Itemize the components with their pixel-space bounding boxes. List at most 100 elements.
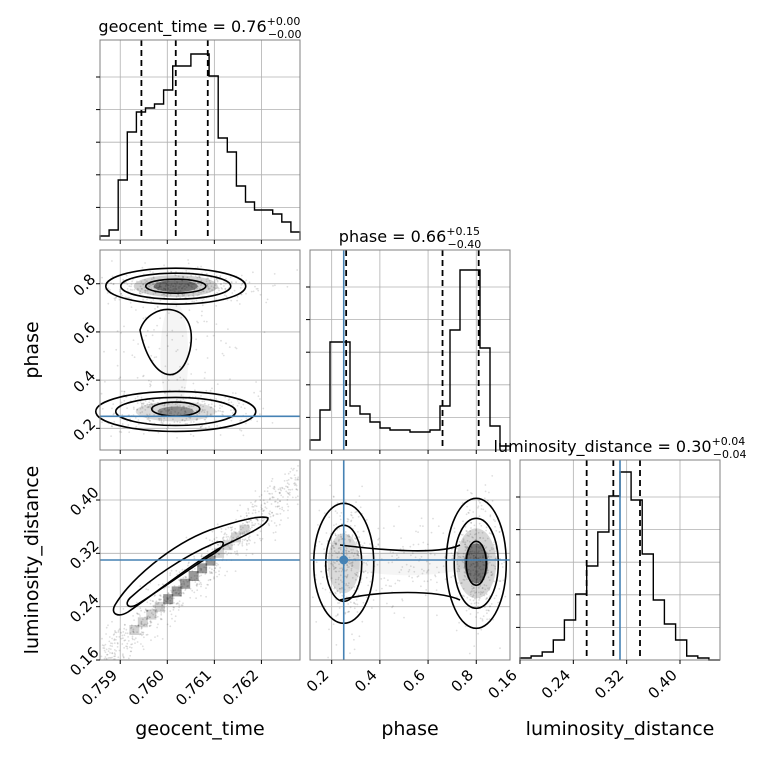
scatter-point <box>271 477 274 480</box>
scatter-point <box>225 277 228 280</box>
scatter-point <box>173 597 175 600</box>
scatter-point <box>180 579 182 581</box>
scatter-point <box>259 398 261 400</box>
scatter-point <box>499 580 502 582</box>
scatter-point <box>269 510 271 513</box>
scatter-point <box>259 530 262 533</box>
scatter-point <box>287 496 289 498</box>
scatter-point <box>462 552 465 555</box>
scatter-point <box>120 637 123 640</box>
scatter-point <box>223 552 226 555</box>
scatter-point <box>503 561 506 564</box>
scatter-point <box>201 425 203 428</box>
scatter-point <box>153 595 156 597</box>
scatter-point <box>181 386 183 389</box>
scatter-point <box>220 528 223 530</box>
scatter-point <box>254 501 256 503</box>
scatter-point <box>109 648 112 650</box>
scatter-point <box>482 615 485 617</box>
scatter-point <box>146 622 149 625</box>
scatter-point <box>152 606 155 608</box>
scatter-point <box>138 613 141 616</box>
scatter-point <box>188 580 190 583</box>
density-bin <box>222 540 233 551</box>
scatter-point <box>332 563 334 566</box>
scatter-point <box>207 584 210 586</box>
scatter-point <box>468 540 471 543</box>
scatter-point <box>209 406 212 409</box>
scatter-point <box>278 491 281 494</box>
scatter-point <box>129 288 132 291</box>
scatter-point <box>107 302 110 305</box>
scatter-point <box>472 594 475 597</box>
scatter-point <box>144 400 147 402</box>
scatter-point <box>493 580 495 583</box>
scatter-point <box>453 531 456 533</box>
scatter-point <box>375 546 377 548</box>
scatter-point <box>353 602 356 605</box>
scatter-point <box>211 548 214 551</box>
scatter-point <box>184 589 187 591</box>
scatter-point <box>270 520 273 522</box>
scatter-point <box>178 571 181 574</box>
scatter-point <box>170 613 173 616</box>
scatter-point <box>210 285 213 288</box>
scatter-point <box>484 484 487 486</box>
scatter-point <box>179 589 182 592</box>
scatter-point <box>155 282 158 284</box>
scatter-point <box>337 613 339 616</box>
scatter-point <box>229 535 232 538</box>
scatter-point <box>197 565 200 568</box>
scatter-point <box>216 279 219 282</box>
scatter-point <box>494 567 497 570</box>
scatter-point <box>294 477 297 479</box>
scatter-point <box>111 260 113 262</box>
scatter-point <box>241 538 244 541</box>
scatter-point <box>350 562 353 564</box>
scatter-point <box>208 570 211 573</box>
scatter-point <box>129 650 132 653</box>
scatter-point <box>134 642 136 644</box>
scatter-point <box>329 533 332 535</box>
scatter-point <box>472 574 475 577</box>
scatter-point <box>263 509 265 512</box>
scatter-point <box>140 626 143 628</box>
scatter-point <box>277 488 280 491</box>
scatter-point <box>156 305 159 308</box>
scatter-point <box>491 500 494 502</box>
scatter-point <box>348 556 351 559</box>
scatter-point <box>130 306 133 308</box>
scatter-point <box>134 417 137 419</box>
scatter-point <box>146 418 149 421</box>
scatter-point <box>182 286 184 289</box>
scatter-point <box>136 601 138 604</box>
scatter-point <box>296 489 299 491</box>
scatter-point <box>487 576 490 579</box>
scatter-point <box>377 544 380 546</box>
scatter-point <box>249 539 252 542</box>
scatter-point <box>166 283 168 285</box>
scatter-point <box>174 589 177 592</box>
scatter-point <box>326 569 329 572</box>
scatter-point <box>230 419 233 422</box>
scatter-point <box>144 289 146 292</box>
y-axis-label-phase: phase <box>21 321 43 378</box>
scatter-point <box>469 572 472 575</box>
scatter-point <box>255 288 258 290</box>
scatter-point <box>195 299 198 302</box>
scatter-point <box>355 541 358 544</box>
scatter-point <box>414 556 417 559</box>
scatter-point <box>213 538 216 540</box>
scatter-point <box>187 564 189 567</box>
scatter-point <box>154 616 157 618</box>
x-tick-label: 0.16 <box>484 666 520 702</box>
scatter-point <box>167 597 170 600</box>
scatter-point <box>150 354 153 357</box>
scatter-point <box>473 551 476 553</box>
scatter-point <box>479 572 481 575</box>
scatter-point <box>159 285 162 288</box>
scatter-point <box>120 401 123 404</box>
scatter-point <box>380 578 383 580</box>
scatter-point <box>158 417 161 420</box>
scatter-points-luminosity_distance-vs-geocent_time <box>100 465 300 661</box>
